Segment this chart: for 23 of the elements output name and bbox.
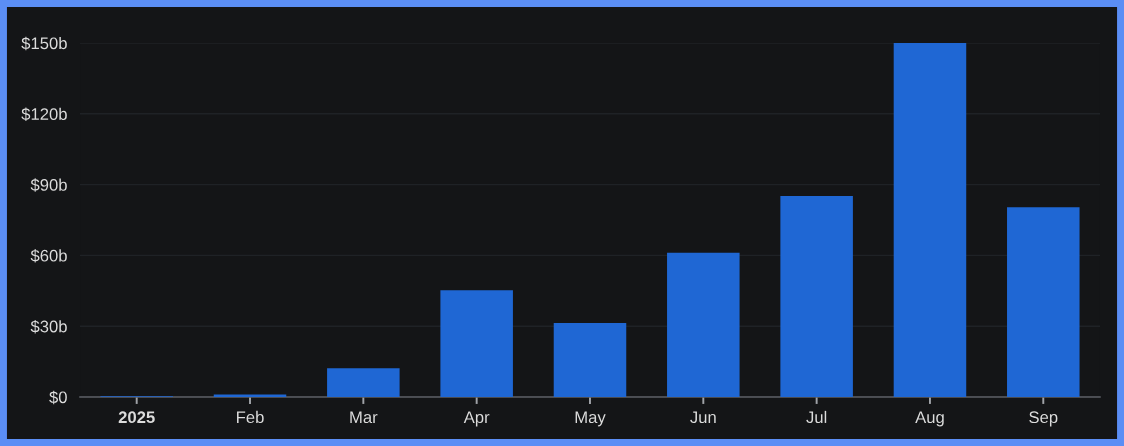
x-tick-label: 2025 xyxy=(118,411,155,424)
x-tick-label: Aug xyxy=(915,411,944,427)
bar xyxy=(780,195,853,397)
y-tick-label: $120b xyxy=(21,107,67,121)
x-tick-label: Jun xyxy=(690,411,716,424)
bar xyxy=(667,252,740,397)
y-tick-label: $0 xyxy=(49,390,67,405)
bar xyxy=(553,322,627,397)
y-tick-label: $90b xyxy=(30,178,67,192)
bar xyxy=(440,290,513,397)
y-tick-label: $60b xyxy=(30,249,67,263)
bar xyxy=(893,42,967,397)
bar xyxy=(327,368,400,397)
x-tick-label: Feb xyxy=(237,410,264,424)
bar xyxy=(213,394,287,397)
x-tick-label: Jul xyxy=(806,410,827,424)
y-tick-label: $30b xyxy=(30,319,67,334)
bar xyxy=(1007,207,1080,397)
y-tick-label: $150b xyxy=(21,36,67,51)
x-tick-label: Sep xyxy=(1029,411,1058,427)
x-tick-label: May xyxy=(575,411,606,427)
x-tick-label: Mar xyxy=(350,411,378,424)
x-tick-label: Apr xyxy=(463,411,490,427)
